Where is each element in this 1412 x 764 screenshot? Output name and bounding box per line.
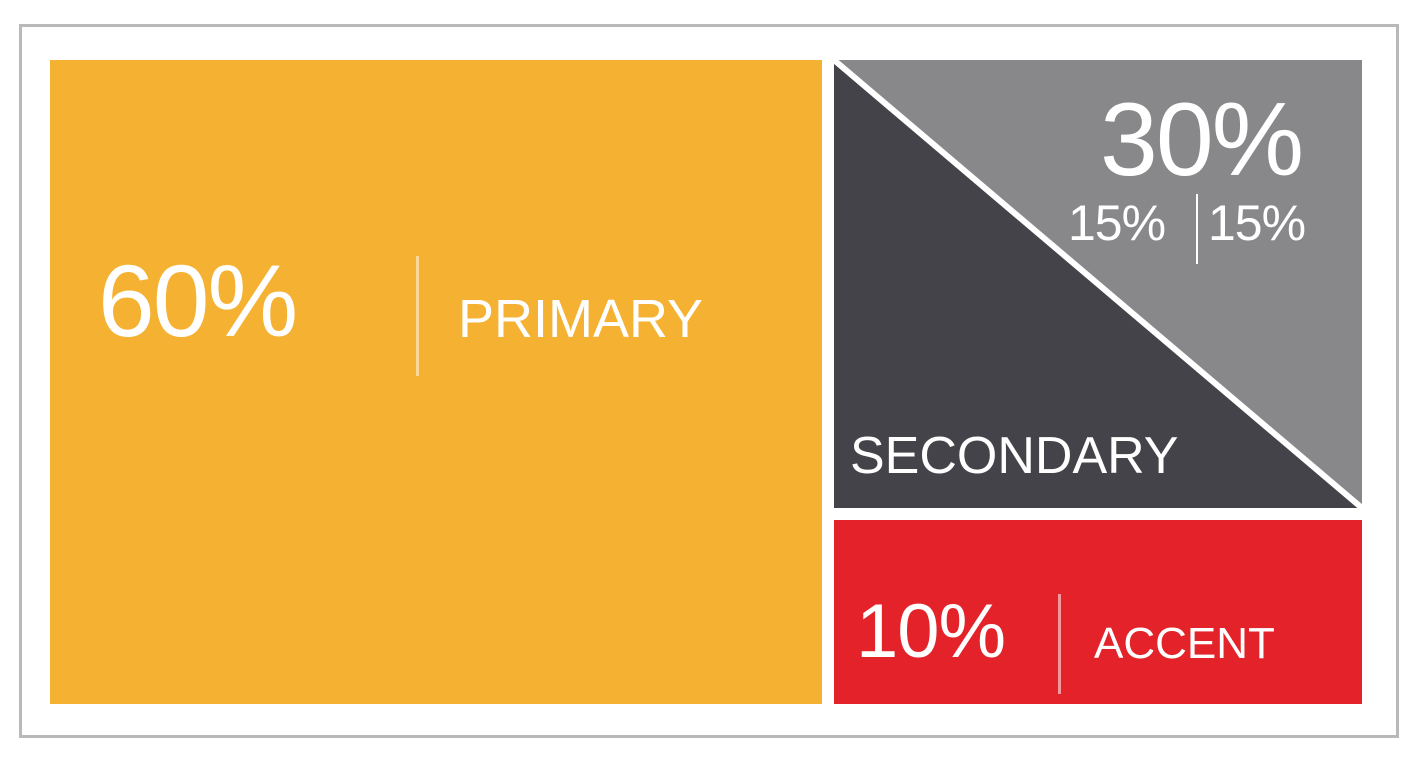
secondary-block: 30% 15% 15% SECONDARY	[834, 60, 1362, 508]
secondary-split-left: 15%	[1068, 195, 1166, 251]
accent-label: ACCENT	[1094, 619, 1275, 668]
secondary-percent: 30%	[1100, 82, 1304, 198]
secondary-diagonal-line	[834, 60, 1362, 508]
accent-percent: 10%	[856, 589, 1006, 674]
secondary-split-divider	[1196, 194, 1198, 264]
secondary-label: SECONDARY	[850, 427, 1179, 485]
primary-percent: 60%	[98, 244, 298, 358]
accent-divider	[1058, 594, 1061, 694]
primary-block: 60% PRIMARY	[50, 60, 822, 704]
secondary-shapes	[834, 60, 1362, 508]
primary-divider	[416, 256, 419, 376]
secondary-split-right: 15%	[1208, 195, 1306, 251]
accent-block: 10% ACCENT	[834, 520, 1362, 704]
primary-label: PRIMARY	[458, 289, 704, 349]
